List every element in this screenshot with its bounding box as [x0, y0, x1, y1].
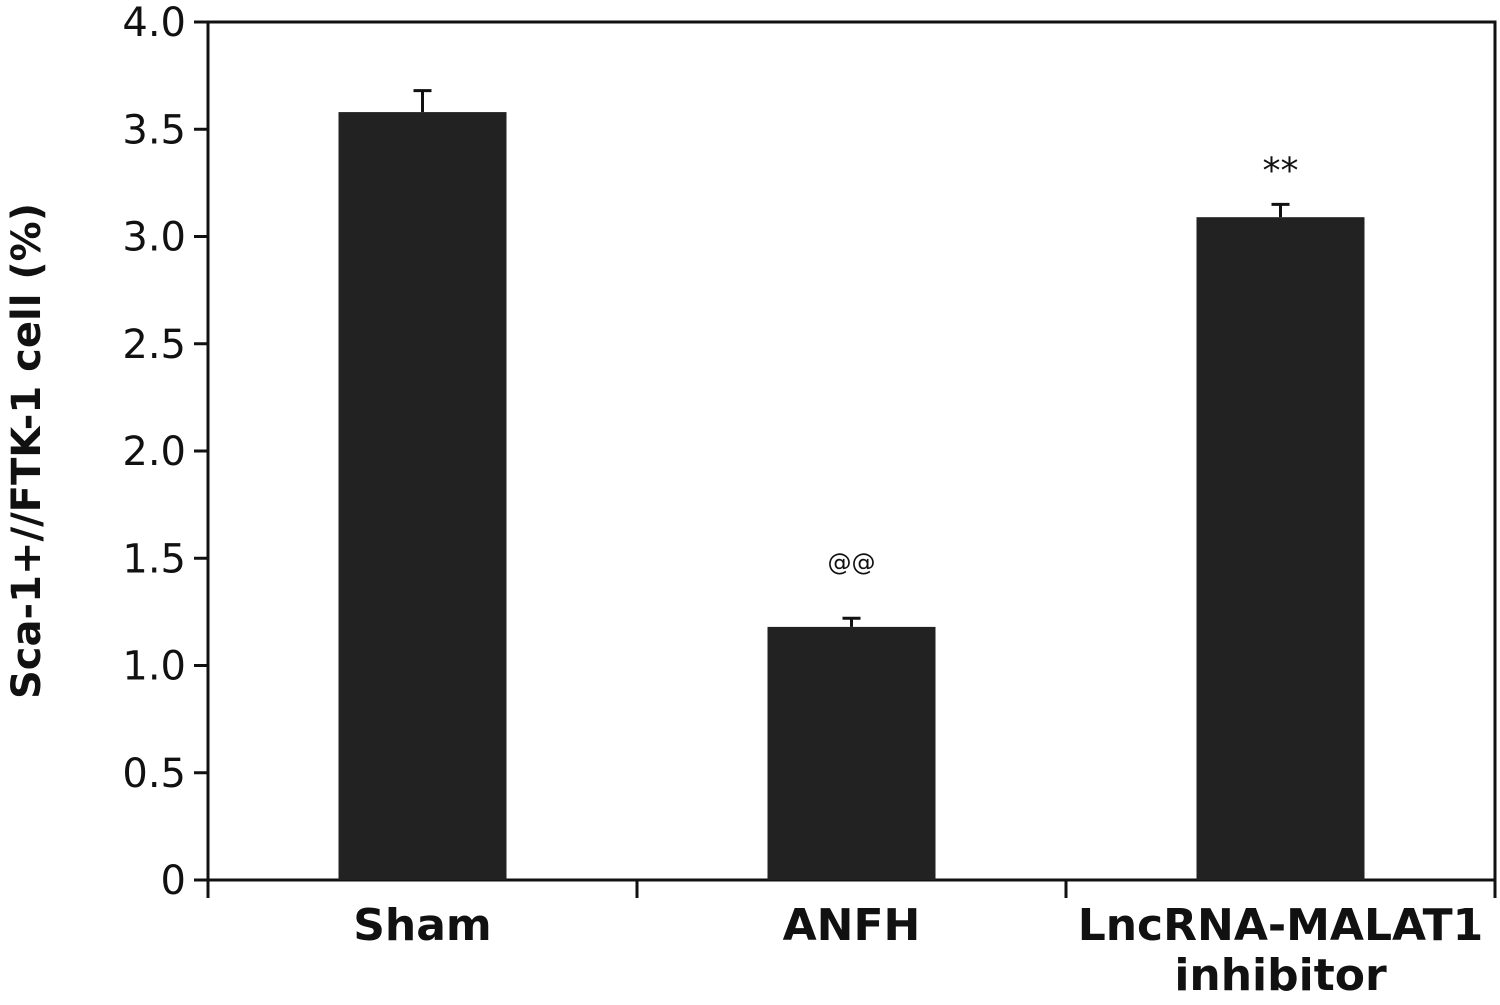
x-category-label: Sham [353, 900, 492, 951]
y-axis-title: Sca-1+//FTK-1 cell (%) [4, 203, 50, 699]
y-tick-label: 1.5 [122, 536, 186, 582]
y-axis: 0 0.5 1.0 1.5 2.0 2.5 3.0 3.5 4.0 [122, 0, 208, 904]
significance-annotation: @@ [828, 548, 876, 576]
y-tick-label: 3.0 [122, 215, 186, 261]
bar [338, 112, 507, 881]
y-tick-label: 0.5 [122, 751, 186, 797]
x-category-label: LncRNA-MALAT1 [1078, 900, 1484, 951]
y-tick-label: 1.0 [122, 644, 186, 690]
x-category-label: ANFH [783, 900, 921, 951]
y-tick-label: 2.0 [122, 429, 186, 475]
y-tick-label: 4.0 [122, 0, 186, 46]
y-tick-label: 2.5 [122, 322, 186, 368]
y-tick-label: 0 [161, 858, 186, 904]
x-category-label: inhibitor [1174, 950, 1387, 1000]
bar-series: @@ ** [338, 89, 1365, 881]
bar [767, 626, 936, 880]
y-tick-label: 3.5 [122, 107, 186, 153]
bar [1196, 217, 1365, 880]
significance-annotation: ** [1263, 150, 1299, 191]
